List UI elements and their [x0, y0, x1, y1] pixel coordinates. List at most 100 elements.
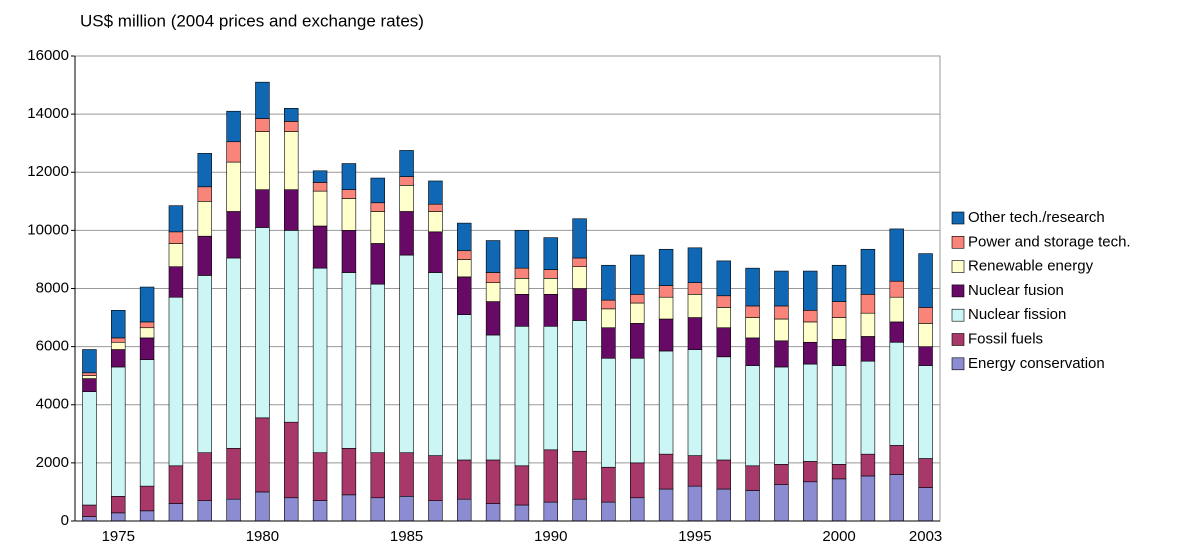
x-tick-label: 1975	[102, 528, 135, 545]
bar-segment	[803, 321, 818, 343]
bar-segment	[399, 452, 414, 497]
bar-segment	[139, 327, 155, 339]
bar-segment	[514, 325, 530, 467]
bar-segment	[428, 272, 443, 456]
bar-segment	[630, 357, 645, 464]
bar-segment	[312, 182, 328, 192]
bar-segment	[82, 378, 97, 392]
bar-segment	[485, 301, 501, 336]
axis-title: US$ million (2004 prices and exchange ra…	[80, 11, 424, 30]
bar-segment	[312, 190, 328, 227]
y-tick-label: 16000	[27, 47, 69, 64]
bar-segment	[831, 264, 847, 302]
bar-segment	[572, 498, 587, 522]
x-tick-label: 1980	[246, 528, 279, 545]
y-tick-label: 0	[61, 512, 69, 529]
bar-segment	[572, 266, 587, 289]
bar-segment	[889, 341, 904, 446]
bar-segment	[139, 485, 155, 512]
bar-segment	[111, 495, 126, 514]
bar-segment	[341, 448, 357, 496]
bar-segment	[514, 294, 530, 327]
bar-segment	[168, 231, 184, 244]
bar-segment	[341, 494, 357, 522]
bar-segment	[399, 150, 414, 177]
bar-segment	[514, 230, 530, 269]
bar-segment	[197, 500, 212, 522]
bar-segment	[630, 323, 645, 359]
bar-segment	[831, 339, 847, 366]
bar-segment	[370, 497, 385, 522]
bar-segment	[630, 462, 645, 499]
bar-segment	[658, 248, 674, 286]
bar-segment	[457, 314, 472, 461]
bar-segment	[428, 455, 443, 501]
bar-segment	[601, 264, 616, 301]
bar-segment	[658, 488, 674, 522]
bar-segment	[745, 337, 760, 366]
x-tick-label: 1985	[390, 528, 423, 545]
legend-label: Nuclear fusion	[968, 282, 1064, 299]
bar-segment	[630, 294, 645, 304]
bar-segment	[687, 294, 703, 318]
bar-segment	[716, 356, 731, 461]
bar-segment	[399, 185, 414, 212]
bar-segment	[658, 296, 674, 320]
bar-segment	[284, 131, 299, 190]
bar-segment	[918, 365, 933, 459]
bar-segment	[543, 237, 558, 270]
bar-segment	[774, 366, 789, 465]
bar-segment	[918, 253, 933, 308]
y-tick-label: 12000	[27, 163, 69, 180]
bar-segment	[716, 488, 731, 522]
bar-segment	[860, 336, 876, 362]
bar-segment	[918, 307, 933, 324]
bar-segment	[658, 318, 674, 352]
legend-swatch	[951, 260, 965, 273]
bar-segment	[485, 272, 501, 283]
bar-segment	[687, 349, 703, 456]
bar-segment	[312, 225, 328, 269]
bar-segment	[774, 484, 789, 522]
bar-segment	[226, 211, 241, 259]
bar-segment	[197, 235, 212, 276]
bar-segment	[745, 305, 760, 318]
bar-segment	[485, 459, 501, 504]
bar-segment	[168, 503, 184, 522]
bar-segment	[197, 153, 212, 188]
x-tick-label: 2000	[822, 528, 855, 545]
bar-segment	[860, 360, 876, 455]
bar-segment	[543, 294, 558, 327]
bar-segment	[658, 285, 674, 298]
bar-segment	[831, 301, 847, 318]
bar-segment	[918, 346, 933, 366]
bar-segment	[284, 189, 299, 231]
bar-segment	[370, 243, 385, 285]
bar-segment	[889, 296, 904, 323]
bar-segment	[341, 230, 357, 273]
bar-segment	[399, 176, 414, 186]
bar-segment	[774, 270, 789, 307]
bar-segment	[485, 334, 501, 461]
bar-segment	[111, 309, 126, 339]
bar-segment	[889, 321, 904, 343]
bar-segment	[543, 449, 558, 503]
bar-segment	[370, 202, 385, 212]
bar-segment	[658, 350, 674, 455]
bar-segment	[197, 186, 212, 202]
bar-segment	[226, 257, 241, 449]
y-tick-label: 8000	[36, 279, 69, 296]
bar-segment	[889, 445, 904, 475]
bar-segment	[312, 452, 328, 501]
bar-segment	[457, 222, 472, 252]
bar-segment	[716, 459, 731, 490]
bar-segment	[514, 278, 530, 295]
bar-segment	[226, 448, 241, 500]
bar-segment	[168, 266, 184, 298]
bar-segment	[572, 450, 587, 500]
bar-segment	[457, 276, 472, 315]
bar-segment	[860, 453, 876, 477]
bar-segment	[745, 365, 760, 467]
bar-segment	[226, 141, 241, 163]
bar-segment	[630, 302, 645, 324]
